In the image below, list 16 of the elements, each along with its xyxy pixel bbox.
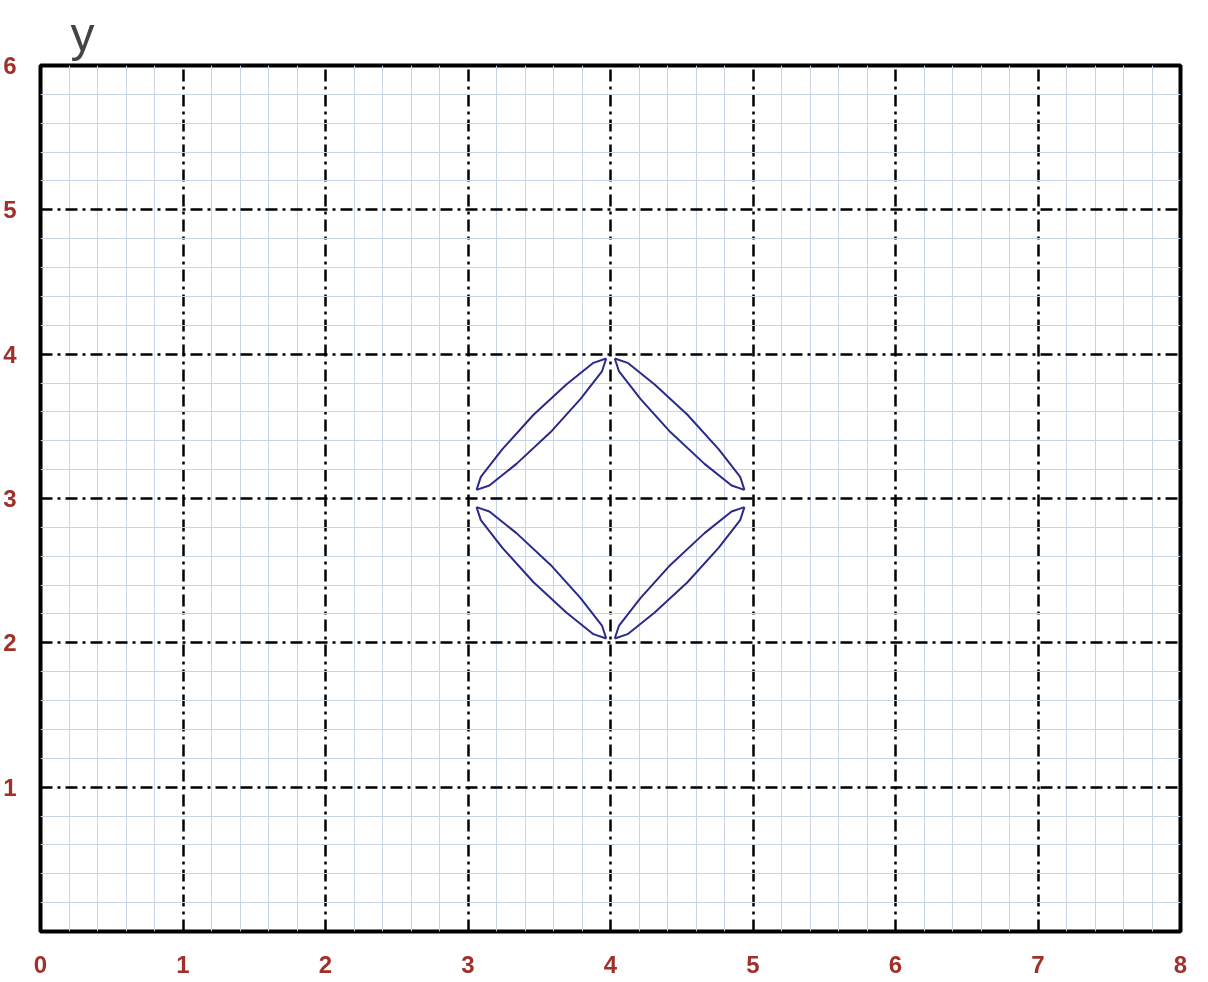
x-tick-label: 7 [1031,950,1045,978]
x-tick-label: 4 [603,950,618,978]
x-tick-label: 1 [176,950,190,978]
x-tick-label: 6 [888,950,903,978]
y-tick-label: 4 [3,340,18,368]
y-tick-label: 2 [3,629,17,657]
x-tick-label: 8 [1173,950,1188,978]
x-tick-label: 3 [461,950,475,978]
x-tick-label: 5 [746,950,760,978]
y-tick-label: 1 [3,773,17,801]
y-tick-label: 3 [3,485,17,512]
x-tick-label: 0 [33,950,48,978]
y-axis-title: y [70,7,95,61]
x-tick-label: 2 [318,950,333,978]
y-tick-label: 6 [3,52,17,79]
y-tick-label: 5 [3,196,17,224]
